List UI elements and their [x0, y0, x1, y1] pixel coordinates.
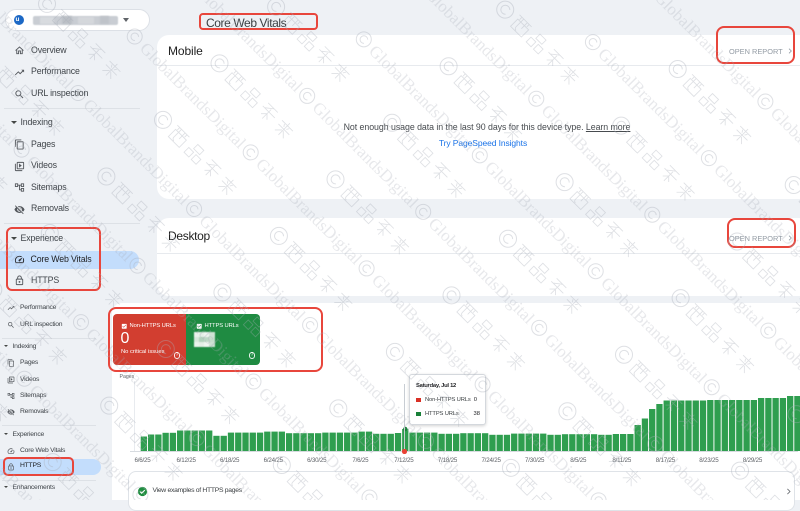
svg-text:GlobalBrandsDigital: GlobalBrandsDigital — [0, 494, 26, 500]
